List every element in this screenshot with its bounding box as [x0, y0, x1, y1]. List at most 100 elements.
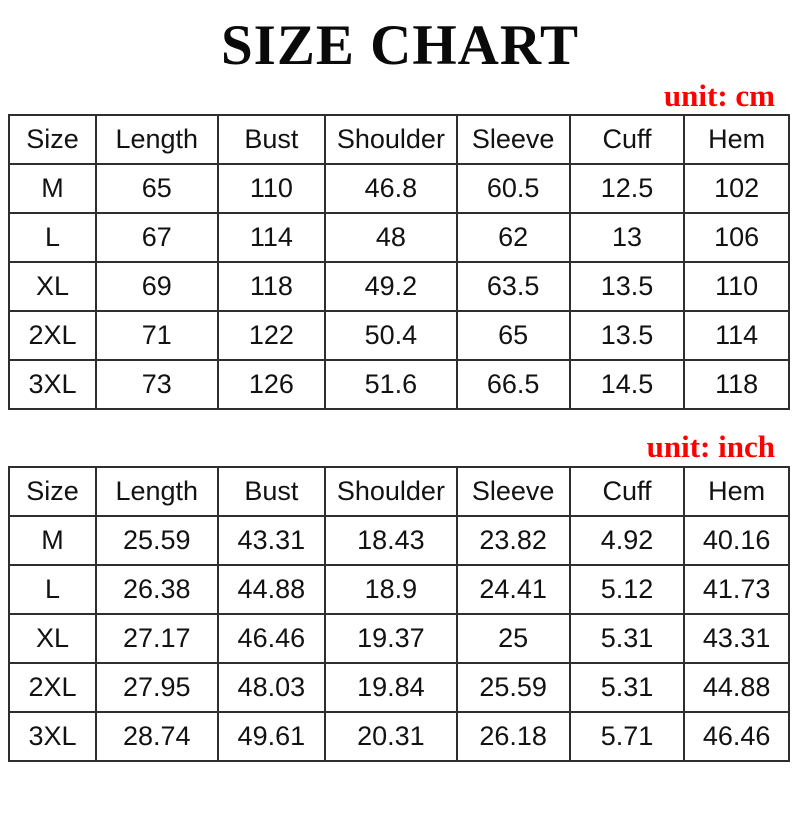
size-cell: 3XL	[7, 358, 98, 410]
value-cell: 60.5	[455, 162, 571, 214]
value-cell: 67	[95, 211, 219, 263]
value-cell: 50.4	[324, 309, 458, 361]
value-cell: 49.61	[216, 710, 327, 762]
value-cell: 62	[455, 211, 571, 263]
value-cell: 106	[683, 211, 790, 263]
column-header-size: Size	[7, 465, 98, 517]
value-cell: 43.31	[216, 514, 327, 566]
column-header-cuff: Cuff	[568, 465, 686, 517]
value-cell: 44.88	[683, 661, 790, 713]
value-cell: 25.59	[95, 514, 219, 566]
value-cell: 28.74	[95, 710, 219, 762]
table-row: L 26.38 44.88 18.9 24.41 5.12 41.73	[7, 563, 790, 615]
value-cell: 114	[683, 309, 790, 361]
value-cell: 48	[324, 211, 458, 263]
value-cell: 73	[95, 358, 219, 410]
value-cell: 114	[216, 211, 327, 263]
value-cell: 46.46	[683, 710, 790, 762]
table-header-cm: Size Length Bust Shoulder Sleeve Cuff Hem	[7, 113, 790, 165]
table-header-inch: Size Length Bust Shoulder Sleeve Cuff Hem	[7, 465, 790, 517]
table-body-cm: M 65 110 46.8 60.5 12.5 102 L 67 114 48 62 13 106 XL 69…	[7, 162, 790, 410]
value-cell: 66.5	[455, 358, 571, 410]
value-cell: 46.46	[216, 612, 327, 664]
value-cell: 110	[683, 260, 790, 312]
value-cell: 13.5	[568, 309, 686, 361]
value-cell: 51.6	[324, 358, 458, 410]
table-row: 3XL 73 126 51.6 66.5 14.5 118	[7, 358, 790, 410]
value-cell: 44.88	[216, 563, 327, 615]
value-cell: 18.43	[324, 514, 458, 566]
value-cell: 71	[95, 309, 219, 361]
unit-label-cm: unit: cm	[663, 77, 775, 113]
page-title: SIZE CHART	[220, 14, 579, 77]
value-cell: 5.71	[568, 710, 686, 762]
table-row: 2XL 27.95 48.03 19.84 25.59 5.31 44.88	[7, 661, 790, 713]
table-row: M 25.59 43.31 18.43 23.82 4.92 40.16	[7, 514, 790, 566]
value-cell: 18.9	[324, 563, 458, 615]
table-row: 3XL 28.74 49.61 20.31 26.18 5.71 46.46	[7, 710, 790, 762]
value-cell: 19.84	[324, 661, 458, 713]
value-cell: 14.5	[568, 358, 686, 410]
value-cell: 122	[216, 309, 327, 361]
column-header-bust: Bust	[216, 465, 327, 517]
value-cell: 12.5	[568, 162, 686, 214]
unit-label-inch: unit: inch	[646, 428, 775, 464]
table-row: XL 27.17 46.46 19.37 25 5.31 43.31	[7, 612, 790, 664]
size-cell: 2XL	[7, 661, 98, 713]
value-cell: 46.8	[324, 162, 458, 214]
value-cell: 23.82	[455, 514, 571, 566]
header-row: Size Length Bust Shoulder Sleeve Cuff Hem	[7, 465, 790, 517]
column-header-length: Length	[95, 113, 219, 165]
column-header-sleeve: Sleeve	[455, 465, 571, 517]
value-cell: 118	[683, 358, 790, 410]
column-header-shoulder: Shoulder	[324, 113, 458, 165]
column-header-bust: Bust	[216, 113, 327, 165]
value-cell: 65	[95, 162, 219, 214]
value-cell: 5.31	[568, 612, 686, 664]
size-cell: M	[7, 162, 98, 214]
value-cell: 25	[455, 612, 571, 664]
size-cell: 2XL	[7, 309, 98, 361]
value-cell: 41.73	[683, 563, 790, 615]
size-cell: XL	[7, 612, 98, 664]
value-cell: 110	[216, 162, 327, 214]
column-header-shoulder: Shoulder	[324, 465, 458, 517]
table-row: 2XL 71 122 50.4 65 13.5 114	[7, 309, 790, 361]
table-row: XL 69 118 49.2 63.5 13.5 110	[7, 260, 790, 312]
value-cell: 4.92	[568, 514, 686, 566]
value-cell: 26.18	[455, 710, 571, 762]
value-cell: 63.5	[455, 260, 571, 312]
value-cell: 27.95	[95, 661, 219, 713]
inch-section: unit: inch Size Length Bust Shoulder Sleeve C…	[0, 431, 800, 762]
value-cell: 26.38	[95, 563, 219, 615]
value-cell: 65	[455, 309, 571, 361]
size-table-cm: Size Length Bust Shoulder Sleeve Cuff Hem M 65 1…	[7, 113, 790, 410]
value-cell: 25.59	[455, 661, 571, 713]
value-cell: 126	[216, 358, 327, 410]
size-cell: 3XL	[7, 710, 98, 762]
value-cell: 49.2	[324, 260, 458, 312]
size-cell: L	[7, 563, 98, 615]
value-cell: 48.03	[216, 661, 327, 713]
value-cell: 27.17	[95, 612, 219, 664]
column-header-size: Size	[7, 113, 98, 165]
size-cell: M	[7, 514, 98, 566]
value-cell: 118	[216, 260, 327, 312]
header-row: Size Length Bust Shoulder Sleeve Cuff Hem	[7, 113, 790, 165]
column-header-hem: Hem	[683, 465, 790, 517]
value-cell: 13.5	[568, 260, 686, 312]
value-cell: 5.31	[568, 661, 686, 713]
table-row: M 65 110 46.8 60.5 12.5 102	[7, 162, 790, 214]
size-cell: L	[7, 211, 98, 263]
size-cell: XL	[7, 260, 98, 312]
column-header-cuff: Cuff	[568, 113, 686, 165]
value-cell: 24.41	[455, 563, 571, 615]
cm-section: unit: cm Size Length Bust Shoulder Sleeve Cuf…	[0, 80, 800, 410]
table-body-inch: M 25.59 43.31 18.43 23.82 4.92 40.16 L 26.38 44.8…	[7, 514, 790, 762]
column-header-hem: Hem	[683, 113, 790, 165]
size-table-inch: Size Length Bust Shoulder Sleeve Cuff Hem M 25.…	[7, 465, 790, 762]
value-cell: 40.16	[683, 514, 790, 566]
value-cell: 69	[95, 260, 219, 312]
column-header-length: Length	[95, 465, 219, 517]
value-cell: 19.37	[324, 612, 458, 664]
